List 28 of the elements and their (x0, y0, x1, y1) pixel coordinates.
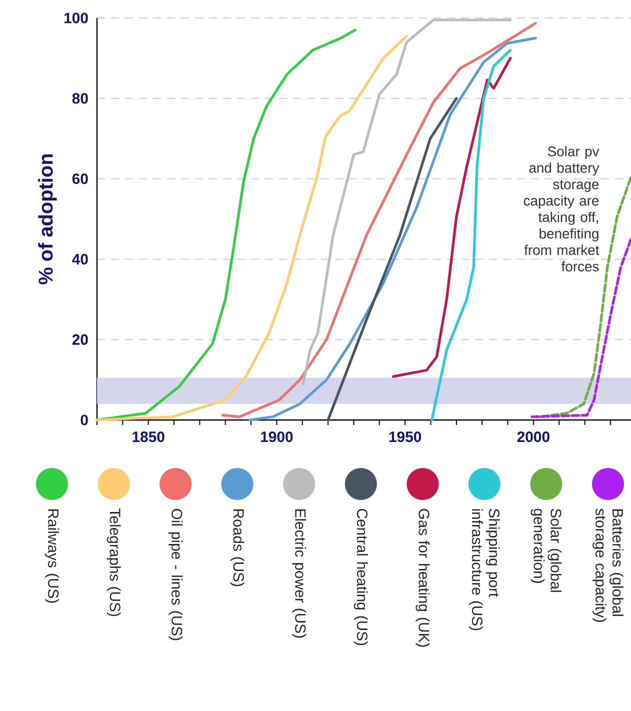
legend-label: Oil pipe - lines (US) (168, 508, 183, 640)
line-series (96, 34, 408, 422)
y-tick-label: 100 (64, 12, 88, 24)
y-tick-label: 40 (72, 254, 88, 264)
line-series (326, 97, 458, 422)
y-tick-label: 20 (72, 334, 88, 345)
x-tick-label: 1850 (132, 432, 164, 442)
x-tick-label: 1900 (261, 432, 293, 442)
legend-label: Gas for heating (UK) (416, 508, 430, 647)
annotation: Solar pv and battery storage capacity are taking off, benefiting from market forces (524, 146, 600, 272)
legend-label: Batteries (global storage capacity) (592, 508, 624, 622)
y-tick-label: 60 (72, 174, 88, 184)
line-series (302, 18, 512, 386)
y-tick-label: 80 (72, 93, 88, 104)
x-tick-label: 2000 (517, 432, 550, 442)
legend-label: Solar (global generation) (530, 508, 562, 592)
y-axis-title: % of adoption (38, 154, 57, 284)
legend-label: Central heating (US) (354, 508, 368, 646)
line-series (96, 28, 356, 422)
legend-label: Electric power (US) (292, 509, 306, 638)
legend-label: Telegraphs (US) (106, 508, 121, 616)
line-series (392, 56, 512, 378)
y-tick-label: 0 (80, 414, 88, 426)
x-tick-label: 1950 (389, 432, 422, 442)
line-series (430, 48, 512, 422)
legend-label: Shipping port infrastructure (US) (468, 508, 500, 630)
legend-label: Railways (US) (45, 509, 59, 603)
legend-label: Roads (US) (230, 509, 244, 586)
